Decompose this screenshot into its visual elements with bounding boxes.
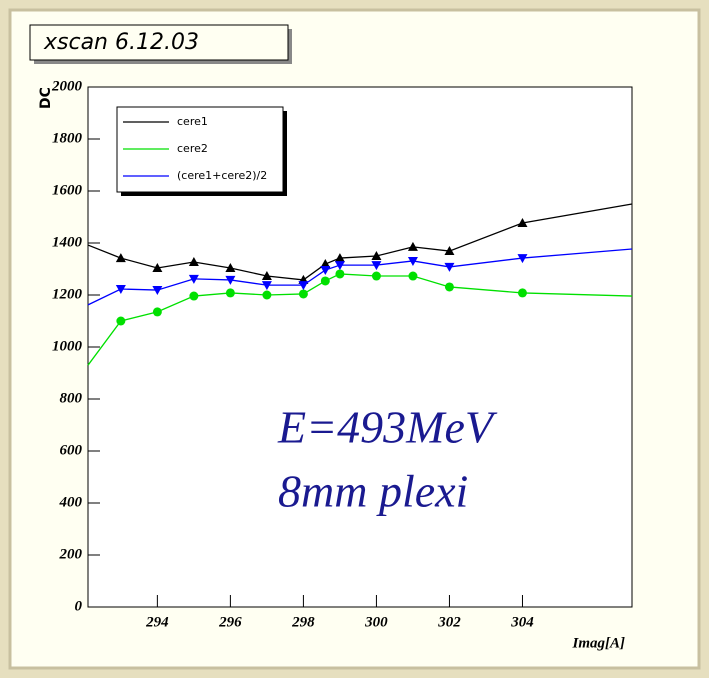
marker <box>188 256 199 266</box>
marker <box>408 271 418 281</box>
y-axis-label: DC <box>38 87 54 109</box>
x-tick-label: 302 <box>437 614 461 630</box>
y-tick-label: 600 <box>60 442 83 458</box>
marker <box>152 307 162 317</box>
marker <box>298 289 308 299</box>
y-tick-label: 200 <box>59 546 83 562</box>
y-tick-label: 400 <box>59 494 83 510</box>
series-line <box>87 248 633 306</box>
marker <box>444 246 455 256</box>
y-tick-label: 1000 <box>52 338 83 354</box>
x-axis-label: Imag[A] <box>572 635 626 651</box>
y-tick-label: 1800 <box>52 130 83 146</box>
marker <box>261 281 272 291</box>
x-tick-label: 298 <box>291 614 315 630</box>
marker <box>407 241 418 251</box>
x-tick-label: 304 <box>510 614 534 630</box>
marker <box>334 253 345 263</box>
marker <box>152 286 163 296</box>
marker <box>517 288 527 298</box>
y-tick-label: 0 <box>75 598 83 614</box>
marker <box>115 253 126 263</box>
marker <box>517 217 528 227</box>
marker <box>444 282 454 292</box>
title-box <box>29 24 289 61</box>
marker <box>444 262 455 272</box>
marker <box>225 262 236 272</box>
y-tick-label: 1400 <box>52 234 83 250</box>
series-line <box>87 273 633 366</box>
chart-title: xscan 6.12.03 <box>43 30 199 55</box>
marker <box>334 261 345 271</box>
y-tick-label: 2000 <box>51 78 83 94</box>
x-tick-label: 300 <box>364 614 388 630</box>
marker <box>261 271 272 281</box>
marker <box>320 266 331 276</box>
marker <box>115 285 126 295</box>
y-tick-label: 1200 <box>52 286 83 302</box>
y-tick-label: 800 <box>60 390 83 406</box>
marker <box>320 259 331 269</box>
legend-label: cere2 <box>177 142 208 155</box>
marker <box>189 291 199 301</box>
marker <box>517 254 528 264</box>
marker <box>371 271 381 281</box>
marker <box>225 288 235 298</box>
marker <box>335 269 345 279</box>
marker <box>407 256 418 266</box>
x-tick-label: 294 <box>145 614 169 630</box>
marker <box>371 251 382 260</box>
legend-label: (cere1+cere2)/2 <box>177 169 267 182</box>
y-tick-label: 1600 <box>52 182 83 198</box>
marker <box>188 274 199 284</box>
marker <box>116 316 126 326</box>
marker <box>262 290 272 300</box>
legend-label: cere1 <box>177 115 208 128</box>
marker <box>371 261 382 271</box>
marker <box>225 275 236 285</box>
x-tick-label: 296 <box>218 614 242 630</box>
marker <box>320 276 330 286</box>
marker <box>298 281 309 291</box>
marker <box>152 262 163 272</box>
series-line <box>87 203 633 281</box>
annotation: E=493MeV <box>277 402 498 453</box>
annotation: 8mm plexi <box>278 466 468 517</box>
